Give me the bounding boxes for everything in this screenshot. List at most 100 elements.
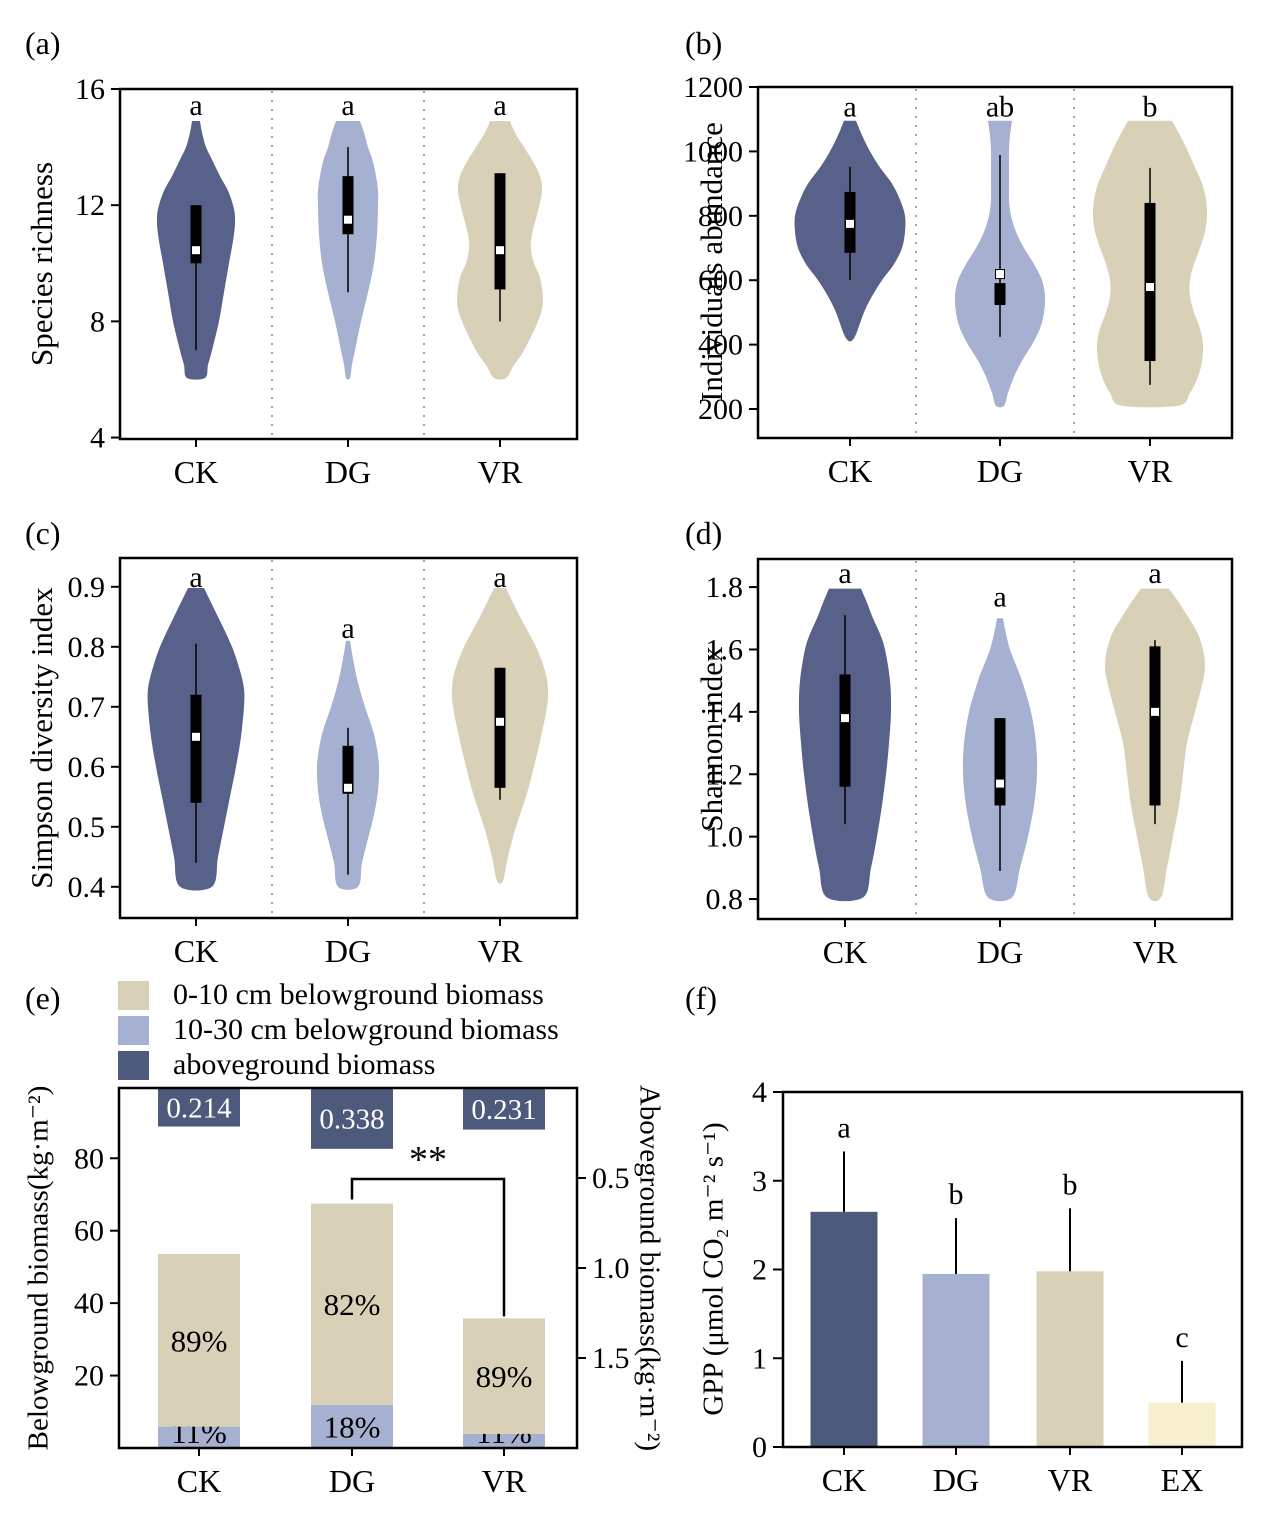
box-a-dg <box>342 176 354 235</box>
y-tick-label-f: 2 <box>752 1254 767 1287</box>
sig-letter-d-vr: a <box>1148 557 1161 590</box>
median-b-dg <box>995 269 1005 280</box>
box-c-ck <box>190 694 202 803</box>
y-tick-right-label-e: 1.0 <box>592 1252 630 1285</box>
panel-f-label: (f) <box>685 980 717 1016</box>
x-cat-label-c-dg: DG <box>325 933 371 969</box>
y-tick-left-label-e: 20 <box>74 1360 104 1393</box>
pct-label-dg-0: 18% <box>324 1409 381 1444</box>
plot-frame-f <box>781 1090 1244 1449</box>
bar-segment-vr-0 <box>463 1433 545 1448</box>
axis-title-individuals-abundance: Individuals abundance <box>694 122 729 402</box>
pct-label-ck-1: 89% <box>171 1323 228 1358</box>
aboveground-bar-ck <box>158 1088 240 1127</box>
y-tick-label-f: 3 <box>752 1165 767 1198</box>
axis-title-aboveground-biomass: Aboveground biomass(kg·m⁻²) <box>633 1084 666 1452</box>
pct-label-dg-1: 82% <box>324 1287 381 1322</box>
x-cat-label-f-ck: CK <box>822 1462 866 1498</box>
sig-letter-c-vr: a <box>493 561 506 594</box>
y-tick-label-c: 0.7 <box>68 691 106 724</box>
bar-segment-dg-0 <box>311 1404 393 1448</box>
box-b-dg <box>994 283 1006 306</box>
plot-frame-e <box>117 1086 579 1450</box>
y-tick-label-c: 0.5 <box>68 811 106 844</box>
sig-letter-b-vr: b <box>1143 90 1158 123</box>
panel-c-label: (c) <box>25 515 61 551</box>
x-cat-label-c-vr: VR <box>478 933 523 969</box>
x-cat-label-a-ck: CK <box>174 454 218 490</box>
median-c-dg <box>343 782 353 793</box>
legend-label: 0-10 cm belowground biomass <box>173 978 544 1011</box>
significance-bracket <box>350 1177 506 1317</box>
sig-letter-b-dg: ab <box>986 90 1014 123</box>
significance-stars: ** <box>409 1139 447 1181</box>
median-d-ck <box>840 713 850 724</box>
aboveground-value-dg: 0.338 <box>319 1103 384 1135</box>
plot-frame-a <box>118 87 579 441</box>
sig-letter-f-dg: b <box>949 1178 964 1211</box>
x-cat-label-a-vr: VR <box>478 454 523 490</box>
aboveground-value-vr: 0.231 <box>471 1094 536 1126</box>
axis-title-simpson-index: Simpson diversity index <box>24 587 59 889</box>
box-a-ck <box>190 205 202 264</box>
x-cat-label-b-ck: CK <box>828 453 872 489</box>
median-d-dg <box>995 778 1005 789</box>
axis-title-gpp: GPP (μmol CO₂ m⁻² s⁻¹) <box>697 1122 730 1416</box>
sig-letter-f-ex: c <box>1175 1321 1188 1354</box>
axis-title-shannon-index: Shannon index <box>694 646 729 832</box>
axis-title-species-richness: Species richness <box>24 161 59 367</box>
median-d-vr <box>1150 706 1160 717</box>
y-tick-label-d: 1.2 <box>706 758 744 791</box>
y-tick-label-d: 1.0 <box>706 821 744 854</box>
y-tick-left-label-e: 40 <box>74 1287 104 1320</box>
axis-title-belowground-biomass: Belowground biomass(kg·m⁻²) <box>22 1085 55 1451</box>
x-cat-label-d-ck: CK <box>823 934 867 970</box>
aboveground-value-ck: 0.214 <box>166 1092 232 1124</box>
gpp-bar-dg <box>922 1273 990 1447</box>
box-d-vr <box>1149 646 1161 806</box>
sig-letter-a-vr: a <box>493 89 506 122</box>
sig-letter-a-ck: a <box>189 89 202 122</box>
y-tick-label-c: 0.8 <box>68 631 106 664</box>
y-tick-label-c: 0.6 <box>68 751 106 784</box>
legend-label: 10-30 cm belowground biomass <box>173 1013 559 1046</box>
box-a-vr <box>494 173 506 290</box>
y-tick-label-a: 16 <box>75 73 105 106</box>
sig-letter-d-dg: a <box>993 580 1006 613</box>
y-tick-label-f: 1 <box>752 1342 767 1375</box>
y-tick-label-d: 0.8 <box>706 883 744 916</box>
gpp-bar-vr <box>1036 1271 1104 1447</box>
x-cat-label-e-vr: VR <box>482 1463 527 1499</box>
y-tick-label-f: 4 <box>752 1076 767 1109</box>
y-tick-left-label-e: 80 <box>74 1142 104 1175</box>
median-b-ck <box>845 218 855 229</box>
box-c-dg <box>342 745 354 794</box>
y-tick-label-b: 1200 <box>683 71 743 104</box>
median-a-ck <box>191 245 201 256</box>
sig-letter-b-ck: a <box>843 90 856 123</box>
x-cat-label-f-vr: VR <box>1048 1462 1093 1498</box>
x-cat-label-d-dg: DG <box>977 934 1023 970</box>
y-tick-left-label-e: 60 <box>74 1215 104 1248</box>
y-tick-label-a: 12 <box>75 189 105 222</box>
box-c-vr <box>494 667 506 788</box>
legend-label: aboveground biomass <box>173 1048 436 1081</box>
biomass-legend: 0-10 cm belowground biomass 10-30 cm bel… <box>118 978 559 1081</box>
y-tick-label-c: 0.9 <box>68 571 106 604</box>
legend-swatch-navy <box>118 1050 149 1080</box>
y-tick-label-a: 4 <box>90 422 105 455</box>
plot-frame-c <box>118 556 579 920</box>
panel-b-label: (b) <box>685 25 723 61</box>
x-cat-label-a-dg: DG <box>325 454 371 490</box>
x-cat-label-f-ex: EX <box>1161 1462 1204 1498</box>
y-tick-label-b: 400 <box>698 329 743 362</box>
sig-letter-a-dg: a <box>341 89 354 122</box>
y-tick-label-b: 200 <box>698 393 743 426</box>
median-b-vr <box>1145 281 1155 292</box>
y-tick-label-b: 800 <box>698 200 743 233</box>
bar-segment-ck-1 <box>158 1253 240 1427</box>
y-tick-label-b: 600 <box>698 264 743 297</box>
gpp-bar-ck <box>810 1211 878 1447</box>
